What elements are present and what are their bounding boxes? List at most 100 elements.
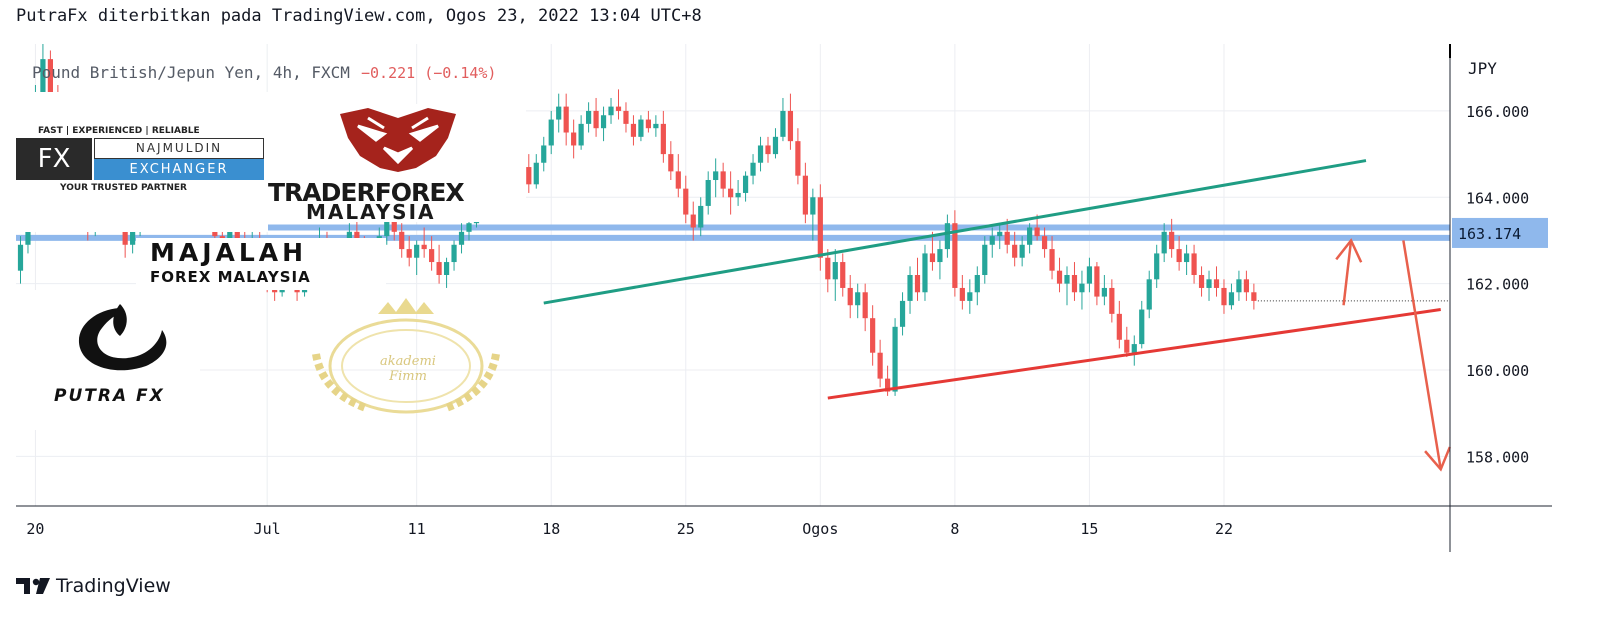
candle-body[interactable] [1124, 339, 1130, 353]
upper-trendline[interactable] [543, 159, 1367, 305]
candle-body[interactable] [77, 171, 83, 202]
candle-body[interactable] [279, 270, 285, 293]
candle-body[interactable] [518, 167, 524, 181]
candlestick-chart[interactable]: 166.000 164.000 162.000 160.000 158.000 163.1… [16, 44, 1552, 552]
candle-body[interactable] [526, 167, 532, 185]
candle-body[interactable] [331, 257, 338, 271]
candle-body[interactable] [159, 171, 166, 211]
candle-body[interactable] [563, 106, 569, 133]
candle-body[interactable] [571, 132, 577, 146]
candle-body[interactable] [152, 192, 158, 211]
candle-body[interactable] [593, 110, 599, 129]
candle-body[interactable] [675, 171, 681, 189]
candle-body[interactable] [982, 244, 988, 275]
candle-body[interactable] [735, 192, 741, 198]
candle-body[interactable] [645, 119, 651, 129]
candle-body[interactable] [227, 231, 233, 245]
candle-body[interactable] [32, 110, 39, 181]
candle-body[interactable] [257, 240, 263, 267]
candle-body[interactable] [369, 257, 375, 267]
candle-body[interactable] [481, 180, 487, 206]
candle-body[interactable] [17, 244, 24, 271]
candle-body[interactable] [1154, 253, 1160, 280]
candle-body[interactable] [1064, 275, 1070, 284]
candle-body[interactable] [1071, 275, 1078, 293]
candle-body[interactable] [742, 175, 749, 193]
candle-body[interactable] [130, 227, 136, 245]
candle-body[interactable] [511, 158, 517, 181]
candle-body[interactable] [1056, 270, 1063, 284]
candle-body[interactable] [182, 123, 188, 133]
candle-body[interactable] [249, 240, 255, 258]
candle-body[interactable] [503, 132, 509, 159]
candle-body[interactable] [1116, 313, 1122, 340]
candle-body[interactable] [989, 236, 995, 245]
candle-body[interactable] [862, 292, 868, 319]
candle-body[interactable] [937, 249, 943, 263]
candle-body[interactable] [451, 244, 457, 263]
candle-body[interactable] [750, 162, 756, 176]
candle-body[interactable] [272, 283, 278, 293]
candle-body[interactable] [421, 244, 427, 250]
candle-body[interactable] [600, 115, 607, 129]
candle-body[interactable] [339, 262, 345, 271]
candle-body[interactable] [1146, 279, 1152, 310]
candle-body[interactable] [899, 300, 906, 327]
candle-body[interactable] [1012, 244, 1018, 258]
candle-body[interactable] [683, 188, 689, 215]
candle-body[interactable] [787, 110, 794, 142]
candle-body[interactable] [929, 253, 936, 263]
candle-body[interactable] [174, 123, 181, 159]
candle-body[interactable] [840, 262, 846, 288]
lower-trendline[interactable] [827, 308, 1441, 400]
candle-body[interactable] [720, 171, 726, 189]
candle-body[interactable] [47, 59, 53, 103]
candle-body[interactable] [324, 240, 330, 258]
candle-body[interactable] [399, 231, 405, 250]
candle-body[interactable] [1019, 244, 1025, 258]
candle-body[interactable] [1041, 236, 1048, 250]
candle-body[interactable] [100, 184, 106, 206]
candle-body[interactable] [630, 123, 637, 137]
candle-body[interactable] [1101, 287, 1107, 297]
candle-body[interactable] [533, 162, 539, 185]
scenario-up-arrow[interactable] [1342, 240, 1353, 306]
candle-body[interactable] [623, 110, 629, 124]
candle-body[interactable] [967, 292, 973, 301]
candle-body[interactable] [189, 132, 196, 163]
candle-body[interactable] [832, 262, 838, 280]
candle-body[interactable] [713, 171, 719, 181]
candle-body[interactable] [346, 231, 352, 263]
candle-body[interactable] [391, 218, 397, 232]
candle-body[interactable] [219, 236, 225, 245]
candle-body[interactable] [85, 201, 91, 228]
candle-body[interactable] [354, 231, 360, 245]
candle-body[interactable] [877, 352, 883, 379]
candle-body[interactable] [204, 192, 210, 224]
candle-body[interactable] [757, 145, 764, 163]
candle-body[interactable] [1213, 279, 1220, 288]
candle-body[interactable] [1139, 309, 1145, 345]
candle-body[interactable] [608, 106, 614, 116]
candle-body[interactable] [1228, 292, 1235, 306]
scenario-down-arrow[interactable] [1402, 240, 1442, 470]
candle-body[interactable] [1184, 253, 1190, 263]
candle-body[interactable] [974, 275, 980, 293]
candle-body[interactable] [1251, 292, 1257, 301]
candle-body[interactable] [817, 197, 823, 258]
candle-body[interactable] [997, 231, 1003, 237]
candle-body[interactable] [242, 244, 248, 258]
candle-body[interactable] [107, 184, 113, 198]
candle-body[interactable] [907, 275, 913, 301]
candle-body[interactable] [1109, 287, 1115, 314]
candle-body[interactable] [458, 231, 465, 245]
candle-body[interactable] [698, 205, 704, 228]
candle-body[interactable] [1027, 227, 1033, 245]
candle-body[interactable] [473, 205, 480, 224]
candle-body[interactable] [414, 244, 420, 258]
candle-body[interactable] [795, 141, 801, 176]
candle-body[interactable] [952, 223, 958, 288]
candle-body[interactable] [294, 279, 300, 293]
candle-body[interactable] [55, 102, 61, 146]
candle-body[interactable] [115, 197, 121, 224]
